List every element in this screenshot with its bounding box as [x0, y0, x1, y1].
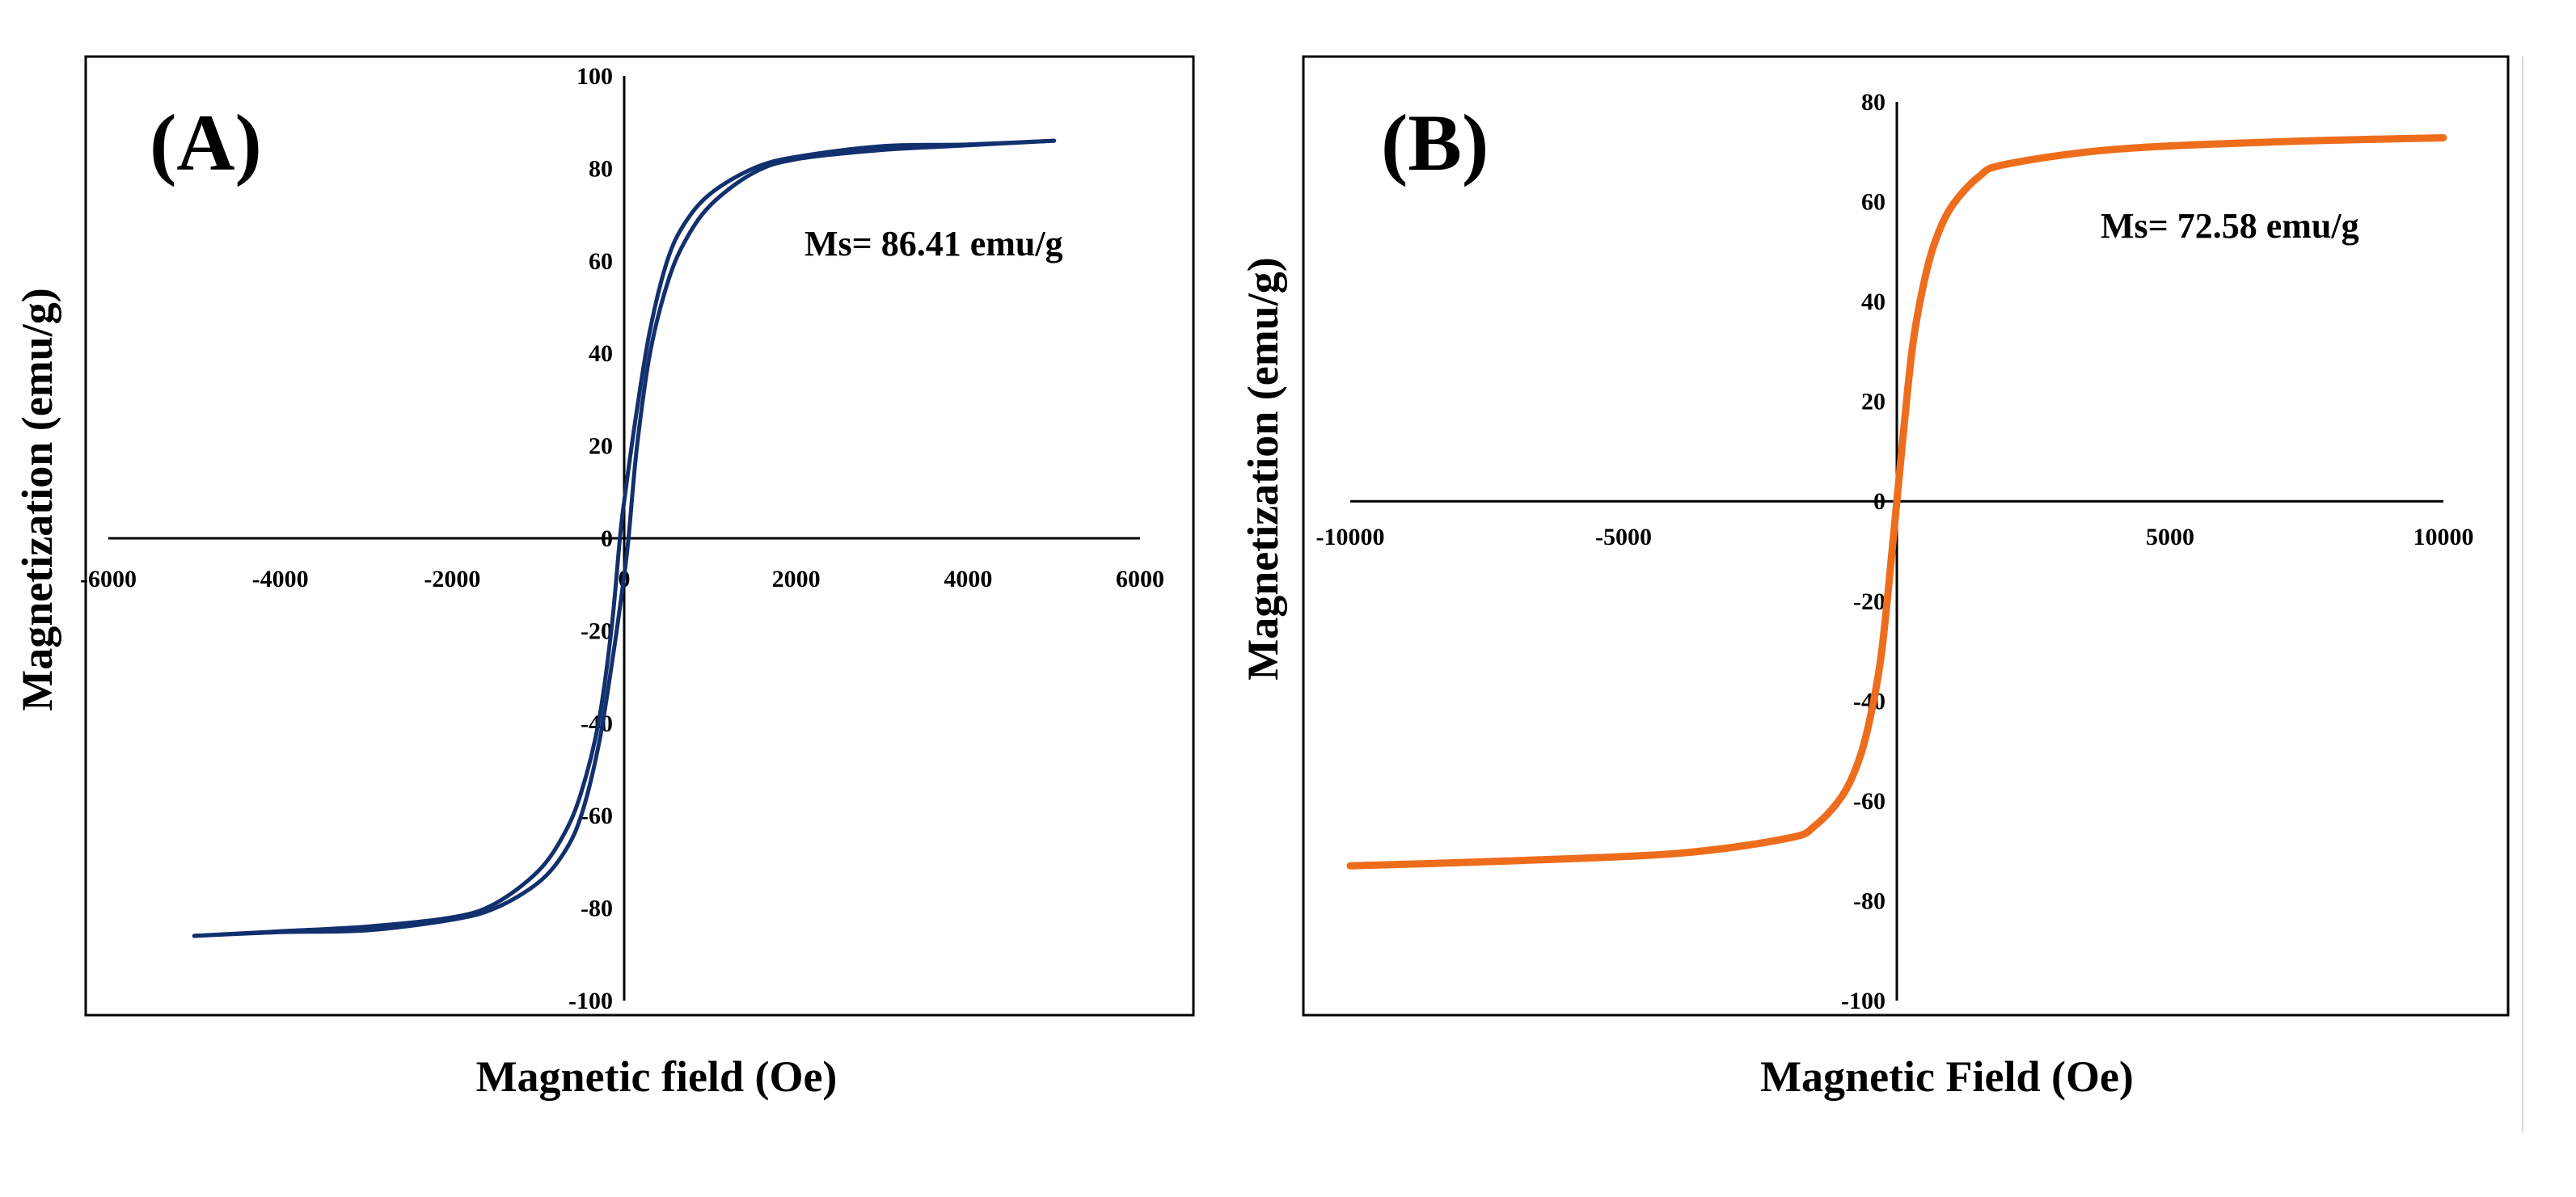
panel-a-y-tick-label: 100	[576, 63, 613, 90]
panel-b-y-tick-label: 0	[1873, 488, 1886, 515]
panel-a-y-tick-label: 40	[589, 340, 613, 367]
panel-a-label: (A)	[150, 98, 262, 188]
panel-b-y-tick-label: 80	[1861, 89, 1886, 116]
panel-a-annotation: Ms= 86.41 emu/g	[804, 224, 1063, 263]
panel-b-y-tick-label: -20	[1853, 588, 1886, 615]
panel-b-x-tick-label: -5000	[1595, 524, 1652, 550]
panel-a-frame	[84, 55, 1195, 1017]
panel-a-series-2-line	[192, 138, 1057, 938]
panel-a-series-1-line	[192, 138, 1057, 938]
panel-a-y-axis-title: Magnetization (emu/g)	[13, 288, 61, 710]
panel-b-label: (B)	[1381, 98, 1489, 188]
panel-b-series-1-line	[1346, 134, 2447, 870]
panel-a-x-tick-label: 4000	[944, 566, 992, 592]
panel-b-y-tick-label: 40	[1861, 289, 1886, 315]
panel-b-frame	[1302, 55, 2510, 1017]
panel-a-y-tick-label: -20	[581, 617, 613, 644]
panel-a-x-tick-label: -6000	[80, 566, 137, 592]
panel-a-y-tick-label: -100	[568, 988, 613, 1014]
panel-b-x-tick-label: 10000	[2413, 524, 2474, 550]
panel-b-y-tick-label: -80	[1853, 887, 1886, 914]
panel-a-y-tick-label: -60	[581, 803, 613, 829]
panel-b-y-tick-label: 20	[1861, 389, 1886, 415]
panel-a-y-tick-label: 60	[589, 248, 613, 275]
panel-a-x-tick-label: -4000	[252, 566, 309, 592]
panel-a-y-tick-label: 80	[589, 155, 613, 182]
panel-b-x-axis-title: Magnetic Field (Oe)	[1760, 1052, 2134, 1101]
panel-a-y-tick-label: 0	[601, 525, 613, 552]
panel-a-y-tick-label: 20	[589, 433, 613, 460]
panel-b-y-tick-label: 60	[1861, 189, 1886, 216]
panel-a-y-tick-label: -80	[581, 896, 613, 922]
panel-b-y-axis-title: Magnetization (emu/g)	[1239, 257, 1287, 680]
panel-b-y-tick-label: -100	[1841, 988, 1886, 1014]
panel-a-x-tick-label: 2000	[772, 566, 821, 592]
panel-b-annotation: Ms= 72.58 emu/g	[2101, 206, 2359, 246]
panel-a-x-tick-label: -2000	[424, 566, 480, 592]
panel-b-x-tick-label: -10000	[1316, 524, 1385, 550]
panel-a-x-axis-title: Magnetic field (Oe)	[476, 1052, 838, 1101]
panel-a-x-tick-label: 6000	[1116, 566, 1164, 592]
panel-b-x-tick-label: 5000	[2146, 524, 2194, 550]
panel-b-y-tick-label: -60	[1853, 788, 1886, 815]
